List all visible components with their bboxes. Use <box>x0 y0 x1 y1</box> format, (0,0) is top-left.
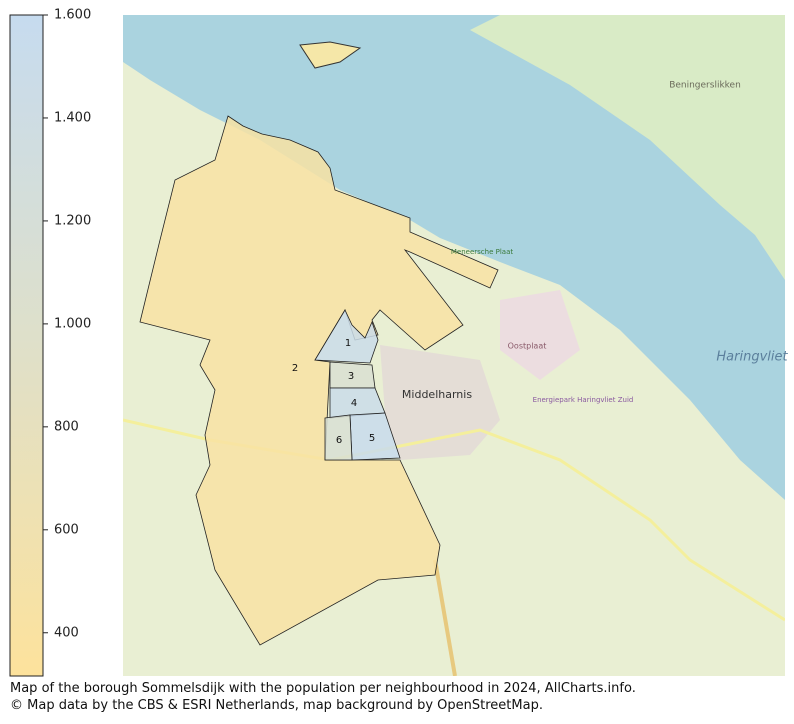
neighbourhoods <box>139 115 499 646</box>
map-label: Beningerslikken <box>669 81 741 91</box>
tick-label: 1.000 <box>54 316 91 331</box>
tick-label: 1.600 <box>54 8 91 23</box>
district <box>500 290 580 380</box>
neighbourhood-label: 2 <box>292 363 298 374</box>
colorbar <box>9 14 44 677</box>
map-label: Haringvliet <box>716 350 788 365</box>
neighbourhood <box>314 309 379 364</box>
map-label: Energiepark Haringvliet Zuid <box>533 396 634 404</box>
neighbourhood-label: 3 <box>348 371 354 382</box>
neighbourhood-label: 5 <box>369 433 375 444</box>
map: 400 600 800 1.000 1.200 1.400 1.600 2 1 3 4 5 6 Midde… <box>9 8 789 677</box>
caption: Map of the borough Sommelsdijk with the … <box>10 681 636 696</box>
map-label: Meneersche Plaat <box>451 248 513 256</box>
caption: © Map data by the CBS & ESRI Netherlands… <box>10 698 543 713</box>
neighbourhood <box>324 414 353 461</box>
road <box>433 559 457 676</box>
tick-label: 600 <box>54 522 79 537</box>
tick-label: 1.400 <box>54 110 91 125</box>
north-shore <box>470 15 785 280</box>
neighbourhood-label: 4 <box>351 398 357 409</box>
map-label: Middelharnis <box>402 388 472 401</box>
sandbank <box>299 41 362 69</box>
neighbourhood-label: 1 <box>345 338 351 349</box>
tick-label: 800 <box>54 419 79 434</box>
tick-label: 400 <box>54 625 79 640</box>
tick-label: 1.200 <box>54 213 91 228</box>
neighbourhood-label: 6 <box>336 435 342 446</box>
map-label: Oostplaat <box>508 342 547 351</box>
water <box>123 15 785 500</box>
